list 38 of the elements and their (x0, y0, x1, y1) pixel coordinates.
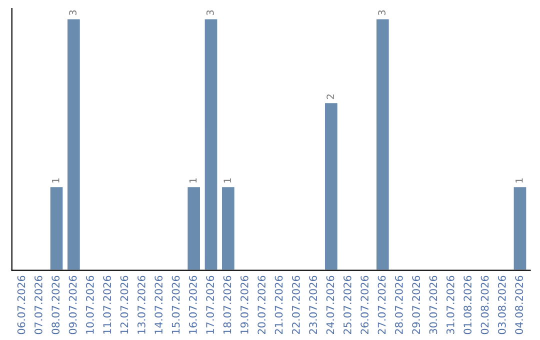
x-tick-label: 22.07.2026 (292, 276, 300, 334)
x-tick-label: 23.07.2026 (309, 276, 318, 334)
x-tick-label: 16.07.2026 (188, 276, 197, 334)
data-label: 3 (206, 10, 214, 16)
x-tick-label: 12.07.2026 (120, 276, 128, 334)
x-tick-label: 20.07.2026 (258, 276, 266, 334)
x-tick-label: 21.07.2026 (274, 276, 283, 334)
x-tick-label: 26.07.2026 (360, 276, 369, 334)
x-tick-label: 04.08.2026 (515, 276, 524, 334)
x-tick-label: 14.07.2026 (154, 276, 163, 334)
x-tick-label: 18.07.2026 (223, 276, 232, 334)
x-tick-label: 02.08.2026 (480, 276, 489, 334)
x-tick-label: 30.07.2026 (429, 276, 438, 334)
x-tick-label: 24.07.2026 (326, 276, 334, 334)
x-tick-label: 01.08.2026 (464, 276, 472, 334)
x-tick-label: 15.07.2026 (172, 276, 180, 334)
x-tick-label: 27.07.2026 (378, 276, 386, 334)
x-tick-label: 28.07.2026 (394, 276, 403, 334)
data-label: 3 (69, 10, 76, 16)
x-tick-label: 08.07.2026 (52, 276, 60, 334)
x-tick-label: 29.07.2026 (412, 276, 420, 334)
data-label: 3 (378, 10, 386, 16)
data-label: 1 (516, 178, 523, 183)
data-label: 1 (224, 178, 231, 183)
x-tick-label: 13.07.2026 (137, 276, 146, 334)
x-tick-label: 06.07.2026 (17, 276, 26, 334)
x-tick-label: 11.07.2026 (103, 276, 112, 334)
data-label: 1 (52, 178, 60, 183)
x-tick-label: 17.07.2026 (206, 276, 214, 334)
x-tick-label: 09.07.2026 (68, 276, 77, 334)
x-tick-label: 03.08.2026 (498, 276, 506, 334)
data-label: 1 (189, 178, 197, 183)
x-tick-label: 19.07.2026 (240, 276, 248, 334)
x-tick-label: 25.07.2026 (343, 276, 352, 334)
data-label: 2 (326, 94, 334, 99)
x-tick-label: 10.07.2026 (86, 276, 94, 334)
x-tick-label: 31.07.2026 (446, 276, 454, 334)
x-tick-label: 07.07.2026 (34, 276, 42, 334)
